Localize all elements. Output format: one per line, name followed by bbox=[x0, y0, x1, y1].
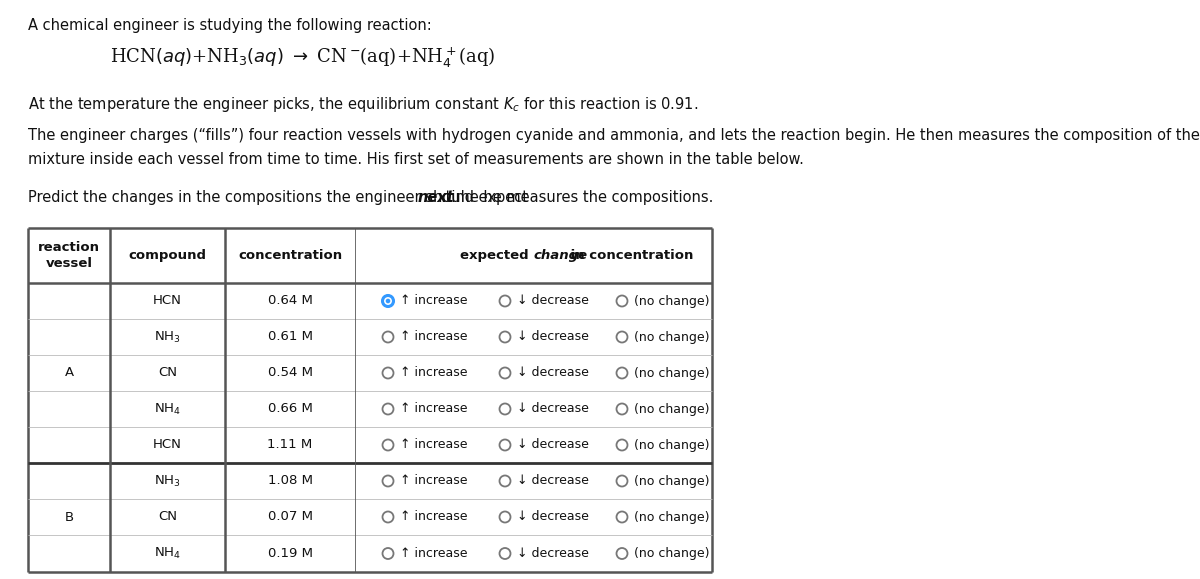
Text: ↓ decrease: ↓ decrease bbox=[517, 295, 589, 307]
Text: 0.66 M: 0.66 M bbox=[268, 402, 312, 416]
Text: 0.19 M: 0.19 M bbox=[268, 547, 312, 560]
Circle shape bbox=[383, 475, 394, 486]
Text: compound: compound bbox=[128, 249, 206, 262]
Circle shape bbox=[499, 295, 510, 306]
Circle shape bbox=[383, 295, 394, 306]
Circle shape bbox=[617, 475, 628, 486]
Text: (no change): (no change) bbox=[634, 295, 709, 307]
Text: 0.64 M: 0.64 M bbox=[268, 295, 312, 307]
Text: ↓ decrease: ↓ decrease bbox=[517, 331, 589, 343]
Text: (no change): (no change) bbox=[634, 402, 709, 416]
Text: CN: CN bbox=[158, 367, 178, 379]
Text: ↑ increase: ↑ increase bbox=[400, 438, 468, 452]
Text: 0.61 M: 0.61 M bbox=[268, 331, 312, 343]
Text: (no change): (no change) bbox=[634, 475, 709, 488]
Circle shape bbox=[383, 511, 394, 522]
Circle shape bbox=[617, 439, 628, 450]
Text: in concentration: in concentration bbox=[566, 249, 694, 262]
Text: ↑ increase: ↑ increase bbox=[400, 547, 468, 560]
Text: (no change): (no change) bbox=[634, 331, 709, 343]
Text: NH$_4$: NH$_4$ bbox=[154, 401, 181, 416]
Text: NH$_3$: NH$_3$ bbox=[154, 474, 181, 489]
Text: 0.07 M: 0.07 M bbox=[268, 511, 312, 523]
Circle shape bbox=[499, 332, 510, 343]
Text: time he measures the compositions.: time he measures the compositions. bbox=[442, 190, 714, 205]
Text: ↑ increase: ↑ increase bbox=[400, 475, 468, 488]
Text: ↑ increase: ↑ increase bbox=[400, 295, 468, 307]
Text: (no change): (no change) bbox=[634, 547, 709, 560]
Text: ↓ decrease: ↓ decrease bbox=[517, 367, 589, 379]
Text: 0.54 M: 0.54 M bbox=[268, 367, 312, 379]
Circle shape bbox=[499, 511, 510, 522]
Text: (no change): (no change) bbox=[634, 367, 709, 379]
Circle shape bbox=[499, 439, 510, 450]
Text: ↑ increase: ↑ increase bbox=[400, 331, 468, 343]
Circle shape bbox=[499, 368, 510, 379]
Circle shape bbox=[499, 475, 510, 486]
Text: next: next bbox=[418, 190, 455, 205]
Text: ↓ decrease: ↓ decrease bbox=[517, 438, 589, 452]
Circle shape bbox=[617, 548, 628, 559]
Text: 1.08 M: 1.08 M bbox=[268, 475, 312, 488]
Circle shape bbox=[385, 299, 390, 303]
Text: ↓ decrease: ↓ decrease bbox=[517, 547, 589, 560]
Text: change: change bbox=[534, 249, 588, 262]
Circle shape bbox=[617, 404, 628, 415]
Text: NH$_4$: NH$_4$ bbox=[154, 546, 181, 561]
Text: 1.11 M: 1.11 M bbox=[268, 438, 313, 452]
Text: Predict the changes in the compositions the engineer should expect: Predict the changes in the compositions … bbox=[28, 190, 533, 205]
Text: ↑ increase: ↑ increase bbox=[400, 402, 468, 416]
Circle shape bbox=[617, 511, 628, 522]
Text: HCN$(aq)$+NH$_3$$(aq)$ $\rightarrow$ CN$^-\!$(aq)+NH$_4^+$(aq): HCN$(aq)$+NH$_3$$(aq)$ $\rightarrow$ CN$… bbox=[110, 45, 496, 69]
Circle shape bbox=[383, 332, 394, 343]
Text: ↑ increase: ↑ increase bbox=[400, 367, 468, 379]
Text: A chemical engineer is studying the following reaction:: A chemical engineer is studying the foll… bbox=[28, 18, 432, 33]
Text: mixture inside each vessel from time to time. His first set of measurements are : mixture inside each vessel from time to … bbox=[28, 152, 804, 167]
Text: concentration: concentration bbox=[238, 249, 342, 262]
Circle shape bbox=[617, 295, 628, 306]
Text: (no change): (no change) bbox=[634, 511, 709, 523]
Text: At the temperature the engineer picks, the equilibrium constant $K_c$ for this r: At the temperature the engineer picks, t… bbox=[28, 95, 698, 114]
Text: expected: expected bbox=[461, 249, 534, 262]
Circle shape bbox=[383, 548, 394, 559]
Text: The engineer charges (“fills”) four reaction vessels with hydrogen cyanide and a: The engineer charges (“fills”) four reac… bbox=[28, 128, 1200, 143]
Text: (no change): (no change) bbox=[634, 438, 709, 452]
Text: ↑ increase: ↑ increase bbox=[400, 511, 468, 523]
Text: reaction
vessel: reaction vessel bbox=[38, 241, 100, 270]
Text: NH$_3$: NH$_3$ bbox=[154, 329, 181, 345]
Circle shape bbox=[617, 332, 628, 343]
Circle shape bbox=[383, 368, 394, 379]
Text: ↓ decrease: ↓ decrease bbox=[517, 511, 589, 523]
Text: HCN: HCN bbox=[154, 438, 182, 452]
Circle shape bbox=[383, 439, 394, 450]
Text: ↓ decrease: ↓ decrease bbox=[517, 475, 589, 488]
Circle shape bbox=[499, 548, 510, 559]
Text: B: B bbox=[65, 511, 73, 524]
Text: CN: CN bbox=[158, 511, 178, 523]
Circle shape bbox=[383, 404, 394, 415]
Text: HCN: HCN bbox=[154, 295, 182, 307]
Text: A: A bbox=[65, 367, 73, 379]
Text: ↓ decrease: ↓ decrease bbox=[517, 402, 589, 416]
Circle shape bbox=[499, 404, 510, 415]
Circle shape bbox=[617, 368, 628, 379]
